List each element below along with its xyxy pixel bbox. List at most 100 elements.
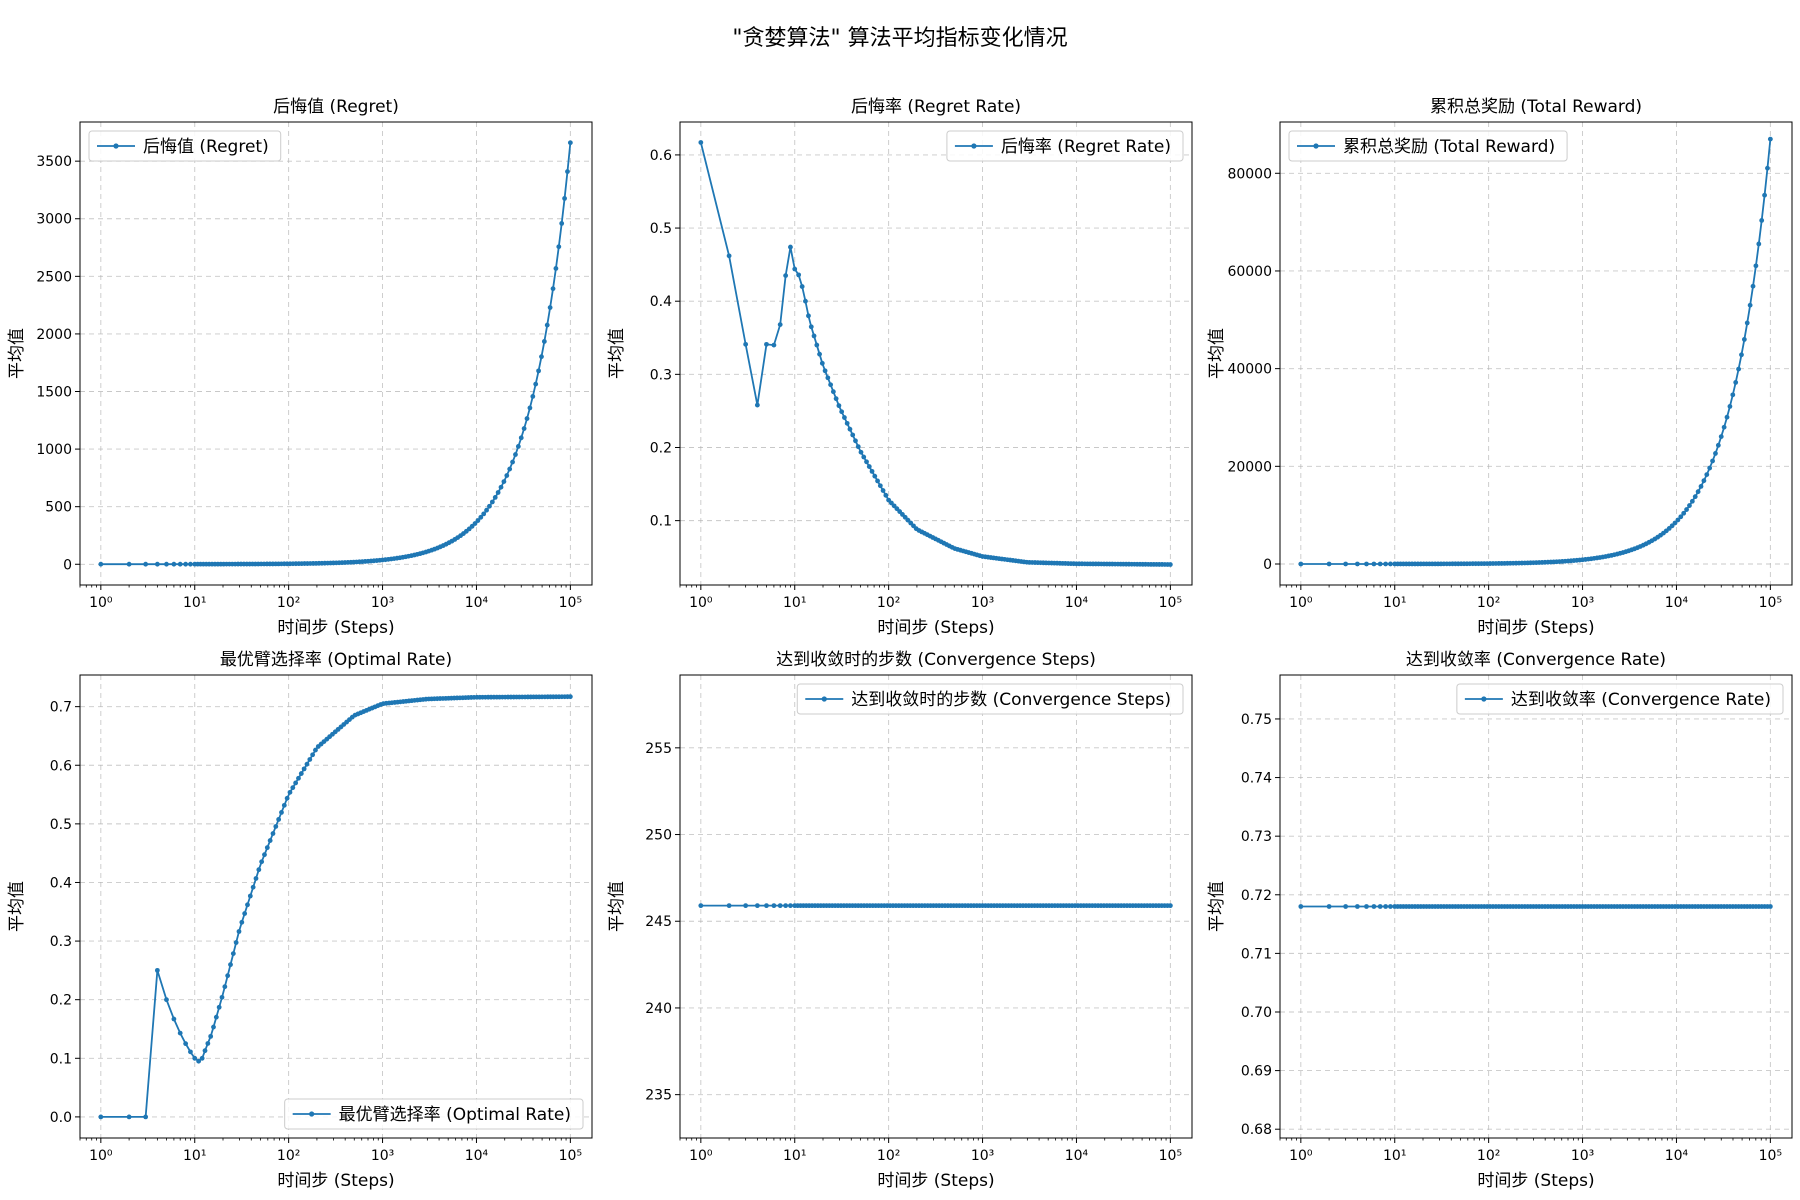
axes-frame (679, 121, 1193, 586)
data-point (484, 507, 489, 513)
data-point (154, 561, 160, 567)
y-tick-label: 0.75 (1241, 712, 1272, 728)
data-point (1388, 561, 1393, 567)
y-tick-label: 0.68 (1241, 1122, 1272, 1138)
data-point (1733, 380, 1739, 385)
data-point (877, 483, 883, 489)
x-tick-label: 10⁰ (1289, 595, 1313, 611)
data-point (256, 867, 262, 873)
data-point (825, 375, 831, 381)
data-point (293, 780, 299, 786)
legend-box (1288, 130, 1568, 162)
series-line (699, 142, 1171, 566)
y-tick-label: 20000 (1227, 459, 1272, 475)
data-point (1388, 904, 1393, 909)
data-point (1715, 442, 1721, 448)
data-point (828, 382, 834, 388)
y-tick-label: 0.2 (50, 993, 72, 1009)
data-point (836, 403, 842, 409)
x-tick-label: 10⁰ (689, 1148, 713, 1164)
data-point (1689, 498, 1695, 504)
data-point (817, 351, 822, 357)
data-point (164, 561, 169, 567)
series-line (1300, 139, 1772, 565)
x-axis-label: 时间步 (Steps) (877, 618, 994, 638)
x-tick-label: 10² (1477, 1148, 1500, 1164)
data-point (304, 761, 310, 767)
y-tick-label: 0.74 (1241, 771, 1272, 787)
data-point (188, 1049, 193, 1055)
x-tick-label: 10⁰ (89, 595, 113, 611)
x-axis-label: 时间步 (Steps) (277, 1171, 394, 1191)
data-point (811, 333, 817, 339)
data-point (1326, 904, 1332, 909)
y-tick-label: 240 (645, 1001, 672, 1017)
x-tick-label: 10² (1477, 595, 1500, 611)
data-point (501, 479, 507, 484)
legend-label: 达到收敛率 (Convergence Rate) (1511, 690, 1771, 710)
x-tick-label: 10⁴ (1665, 595, 1689, 611)
y-axis-label: 平均值 (607, 881, 627, 932)
data-point (487, 503, 492, 509)
data-point (216, 1004, 222, 1010)
data-point (1736, 366, 1741, 372)
data-point (225, 973, 231, 979)
data-point (524, 416, 530, 421)
y-tick-label: 0.3 (650, 367, 672, 383)
x-tick-label: 10⁵ (1759, 1148, 1782, 1164)
data-point (154, 967, 160, 973)
x-tick-label: 10³ (1571, 595, 1594, 611)
y-axis-label: 平均值 (7, 881, 27, 932)
data-point (245, 902, 250, 908)
legend-marker (113, 143, 119, 149)
data-point (866, 464, 872, 469)
legend-label: 后悔值 (Regret) (143, 137, 269, 157)
x-tick-label: 10⁰ (689, 595, 713, 611)
data-point (872, 473, 878, 479)
data-point (806, 313, 811, 319)
data-point (1326, 561, 1332, 567)
y-tick-label: 2000 (36, 327, 72, 343)
data-point (698, 140, 704, 145)
data-point (754, 903, 760, 909)
y-tick-label: 0.73 (1241, 829, 1272, 845)
axes-frame (1279, 121, 1793, 586)
data-point (1753, 263, 1759, 269)
subplot-title: 达到收敛率 (Convergence Rate) (1406, 650, 1666, 670)
x-tick-label: 10⁴ (465, 595, 489, 611)
legend-label: 最优臂选择率 (Optimal Rate) (339, 1105, 571, 1125)
data-point (290, 785, 296, 791)
data-point (844, 420, 850, 426)
data-point (1762, 192, 1767, 198)
data-point (536, 368, 541, 374)
x-tick-label: 10⁴ (1065, 1148, 1089, 1164)
data-point (698, 903, 704, 909)
data-point (880, 488, 886, 493)
y-tick-label: 235 (645, 1088, 672, 1104)
data-point (839, 409, 845, 415)
data-point (239, 919, 245, 925)
data-point (276, 817, 282, 822)
y-tick-label: 0.7 (50, 700, 72, 716)
x-tick-label: 10¹ (783, 595, 806, 611)
data-point (808, 324, 814, 330)
data-point (764, 341, 769, 347)
x-tick-label: 10¹ (183, 1148, 206, 1164)
data-point (754, 402, 760, 408)
legend-label: 后悔率 (Regret Rate) (1001, 137, 1171, 157)
data-point (777, 322, 783, 328)
data-point (822, 368, 828, 374)
data-point (208, 1033, 214, 1039)
data-point (171, 561, 177, 567)
y-tick-label: 1000 (36, 442, 72, 458)
data-point (284, 795, 290, 801)
legend-marker (1481, 696, 1487, 702)
legend-box (88, 130, 282, 162)
data-point (869, 468, 875, 474)
legend: 达到收敛时的步数 (Convergence Steps) (796, 683, 1184, 715)
y-tick-label: 1500 (36, 385, 72, 401)
data-point (530, 394, 536, 399)
data-point (287, 789, 293, 795)
data-point (296, 775, 301, 781)
x-tick-label: 10¹ (183, 595, 206, 611)
